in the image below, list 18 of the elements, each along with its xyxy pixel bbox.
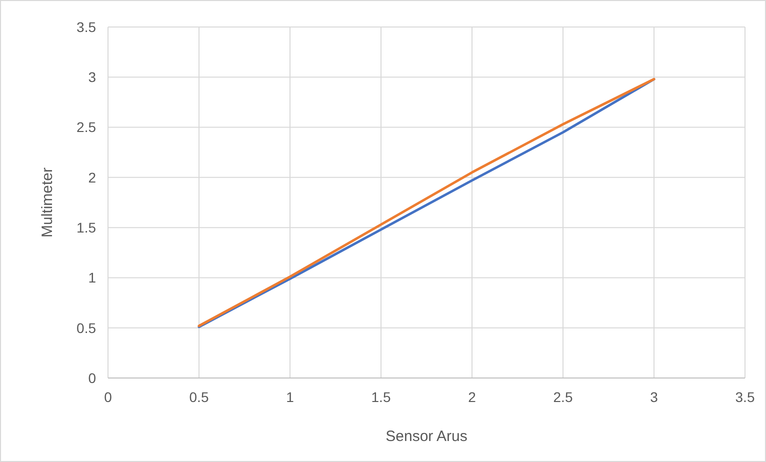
x-tick-label: 3.5 xyxy=(735,389,755,405)
x-tick-label: 0.5 xyxy=(189,389,209,405)
y-tick-label: 0.5 xyxy=(76,320,96,336)
y-tick-label: 2 xyxy=(88,169,96,186)
x-tick-label: 0 xyxy=(104,389,112,405)
x-tick-label: 1.5 xyxy=(371,389,391,405)
x-axis-title: Sensor Arus xyxy=(386,428,468,445)
y-tick-label: 2.5 xyxy=(76,119,96,136)
y-tick-label: 1 xyxy=(88,270,96,286)
x-tick-label: 1 xyxy=(286,389,294,405)
y-tick-label: 3.5 xyxy=(76,18,96,35)
y-tick-label: 0 xyxy=(88,370,96,386)
y-axis-title: Multimeter xyxy=(39,167,56,238)
x-tick-label: 2 xyxy=(468,389,476,405)
x-tick-label: 3 xyxy=(650,389,658,405)
y-tick-label: 1.5 xyxy=(76,219,96,236)
y-tick-label: 3 xyxy=(88,69,96,86)
x-tick-label: 2.5 xyxy=(553,389,573,405)
